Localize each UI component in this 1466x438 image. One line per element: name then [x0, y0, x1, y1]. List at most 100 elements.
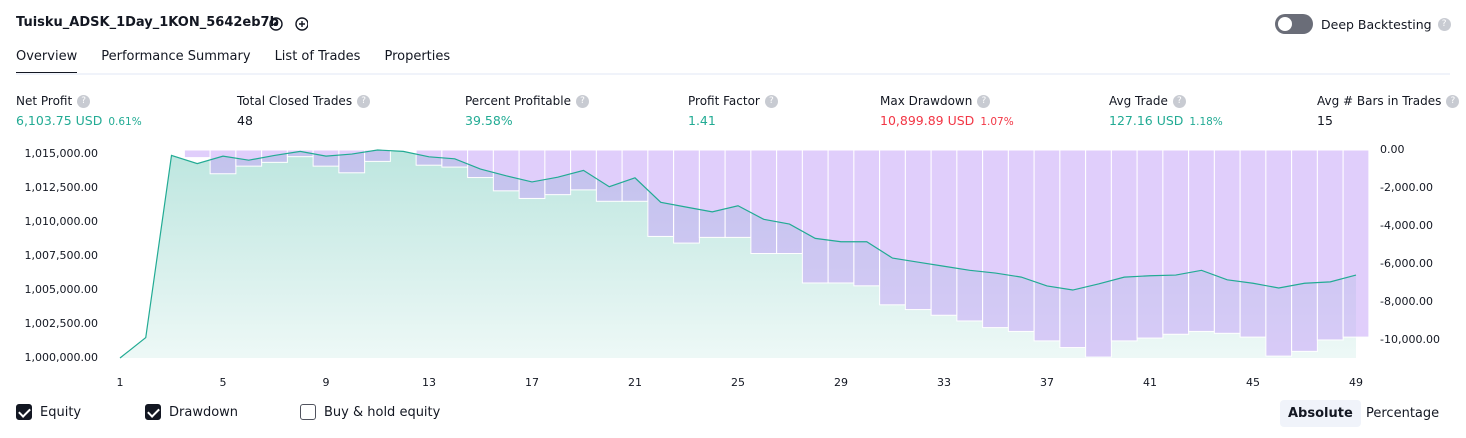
info-icon[interactable]: ?	[1172, 94, 1186, 108]
x-tick-label: 29	[834, 376, 848, 389]
metric-label: Avg Trade	[1109, 94, 1168, 108]
metric-label: Max Drawdown	[880, 94, 973, 108]
strategy-title: Tuisku_ADSK_1Day_1KON_5642eb7b	[16, 15, 279, 30]
drawdown-bar	[1342, 149, 1370, 338]
x-tick-label: 9	[323, 376, 330, 389]
drawdown-bar	[1291, 149, 1318, 352]
x-tick-label: 21	[628, 376, 642, 389]
drawdown-bar	[1059, 149, 1087, 349]
metric-value: 39.58%	[465, 113, 513, 128]
drawdown-bar	[801, 149, 829, 284]
metric-percent: 1.07%	[980, 116, 1014, 128]
y2-tick-label: -4,000.00	[1380, 219, 1433, 232]
drawdown-bar	[1213, 149, 1241, 334]
drawdown-bar	[1265, 149, 1293, 357]
drawdown-bar	[956, 149, 984, 322]
metric-value-row: 39.58%	[465, 113, 589, 128]
metric-percent: 0.61%	[108, 116, 142, 128]
view-mode-button[interactable]: Absolute	[1280, 400, 1361, 427]
legend-item[interactable]: Drawdown	[145, 404, 238, 420]
drawdown-bar	[106, 149, 134, 152]
drawdown-bar	[132, 149, 160, 152]
info-icon[interactable]: ?	[764, 94, 778, 108]
metric-label: Profit Factor	[688, 94, 760, 108]
x-tick-label: 1	[117, 376, 124, 389]
drawdown-bar	[1239, 149, 1267, 338]
legend-label: Buy & hold equity	[324, 404, 441, 420]
x-tick-label: 17	[525, 376, 539, 389]
metric-value: 127.16 USD	[1109, 113, 1184, 128]
checkbox[interactable]	[16, 404, 32, 420]
title-icons[interactable]	[268, 15, 308, 33]
drawdown-bar	[312, 149, 340, 167]
metric-label: Percent Profitable	[465, 94, 571, 108]
drawdown-bar	[904, 149, 932, 311]
metric-value: 48	[237, 113, 253, 128]
view-mode-button[interactable]: Percentage	[1366, 406, 1440, 421]
metric-value: 10,899.89 USD	[880, 113, 975, 128]
metric-value: 6,103.75 USD	[16, 113, 103, 128]
metric-label-row: Net Profit?	[16, 94, 142, 108]
metric-value-row: 1.41	[688, 113, 778, 128]
info-icon[interactable]: ?	[357, 94, 371, 108]
tab[interactable]: Performance Summary	[101, 49, 251, 64]
info-icon[interactable]: ?	[1446, 94, 1460, 108]
deep-backtesting: Deep Backtesting?	[1321, 17, 1451, 32]
legend-item[interactable]: Buy & hold equity	[300, 404, 440, 420]
info-icon[interactable]: ?	[575, 94, 589, 108]
tab[interactable]: List of Trades	[274, 49, 361, 64]
drawdown-bar	[338, 149, 366, 174]
metric-value-row: 6,103.75 USD 0.61%	[16, 113, 142, 128]
x-tick-label: 37	[1040, 376, 1054, 389]
drawdown-bar	[673, 149, 700, 244]
y-tick-label: 1,010,000.00	[25, 215, 98, 228]
drawdown-bar	[518, 149, 546, 199]
drawdown-bar	[698, 149, 726, 238]
metric-label-row: Max Drawdown?	[880, 94, 1014, 108]
drawdown-bar	[1085, 149, 1112, 358]
drawdown-bar	[827, 149, 855, 284]
drawdown-bar	[724, 149, 752, 238]
y-tick-label: 1,012,500.00	[25, 181, 98, 194]
drawdown-bar	[261, 149, 288, 163]
info-icon[interactable]: ?	[977, 94, 991, 108]
drawdown-bar	[492, 149, 520, 192]
drawdown-bar	[1033, 149, 1061, 342]
checkbox[interactable]	[145, 404, 161, 420]
metric-value: 1.41	[688, 113, 716, 128]
drawdown-bar	[982, 149, 1009, 329]
equity-line	[119, 149, 1357, 359]
info-icon[interactable]: ?	[1437, 18, 1451, 31]
legend-label: Equity	[40, 404, 82, 420]
drawdown-bar	[1110, 149, 1138, 342]
metric: Net Profit? 6,103.75 USD 0.61%	[16, 94, 142, 128]
x-tick-label: 49	[1349, 376, 1363, 389]
info-icon[interactable]: ?	[77, 94, 91, 108]
metric-label-row: Avg Trade?	[1109, 94, 1223, 108]
drawdown-bar	[1007, 149, 1035, 332]
tab[interactable]: Properties	[384, 49, 451, 64]
y-tick-label: 1,002,500.00	[25, 317, 98, 330]
drawdown-bar	[853, 149, 881, 287]
deep-backtesting-toggle[interactable]	[1275, 14, 1313, 34]
metric-value-row: 48	[237, 113, 370, 128]
y2-tick-label: -8,000.00	[1380, 295, 1433, 308]
y-tick-label: 1,015,000.00	[25, 147, 98, 160]
metric-label-row: Profit Factor?	[688, 94, 778, 108]
y2-tick-label: -2,000.00	[1380, 181, 1433, 194]
drawdown-bar	[209, 149, 237, 175]
drawdown-bar	[158, 149, 185, 152]
metric-label-row: Total Closed Trades?	[237, 94, 371, 108]
x-tick-label: 5	[220, 376, 227, 389]
legend-item[interactable]: Equity	[16, 404, 81, 420]
y2-tick-label: 0.00	[1380, 143, 1405, 156]
metric: Avg # Bars in Trades? 15	[1317, 94, 1460, 128]
checkbox[interactable]	[300, 404, 316, 420]
metric: Max Drawdown? 10,899.89 USD 1.07%	[880, 94, 1014, 128]
legend-label: Drawdown	[169, 404, 239, 420]
drawdown-bar	[595, 149, 623, 202]
x-tick-label: 25	[731, 376, 745, 389]
y-tick-label: 1,005,000.00	[25, 283, 98, 296]
